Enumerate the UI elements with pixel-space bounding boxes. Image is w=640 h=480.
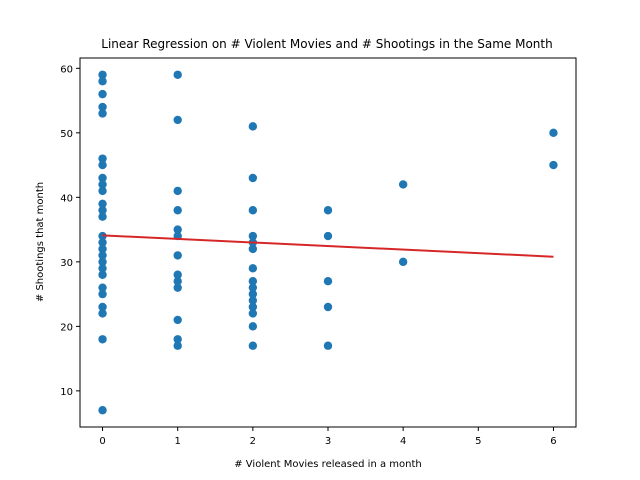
x-axis-label: # Violent Movies released in a month (234, 459, 421, 470)
x-tick-label: 6 (550, 436, 556, 447)
data-point (173, 186, 182, 196)
data-point (98, 102, 107, 112)
data-point (248, 231, 258, 241)
data-point (248, 173, 258, 183)
data-point (98, 160, 107, 170)
y-axis-label: # Shootings that month (35, 182, 46, 302)
data-point (398, 257, 408, 267)
data-point (248, 341, 258, 350)
data-point (98, 89, 107, 99)
regression-line (102, 234, 554, 258)
data-point (323, 302, 333, 312)
data-point (98, 335, 107, 344)
data-point (173, 115, 182, 125)
data-point (98, 270, 107, 279)
x-tick-label: 2 (250, 436, 256, 447)
data-point (98, 180, 107, 189)
data-point (248, 302, 258, 312)
data-point (323, 277, 333, 286)
data-point (173, 206, 182, 215)
data-point (98, 251, 107, 260)
data-point (549, 160, 558, 170)
data-point (173, 277, 182, 286)
y-tick-label: 10 (60, 387, 73, 398)
data-point (248, 296, 258, 305)
data-point (248, 244, 258, 254)
data-point (98, 186, 107, 196)
data-point (173, 225, 182, 234)
data-point (323, 341, 333, 350)
x-axis-ticks: 0 1 2 3 4 5 6 (99, 427, 557, 447)
x-tick-label: 3 (325, 436, 331, 447)
data-point (98, 70, 107, 79)
data-point (98, 212, 107, 221)
data-point (98, 406, 107, 415)
data-point (248, 309, 258, 318)
data-point (98, 154, 107, 163)
data-point (173, 270, 182, 279)
data-point (173, 70, 182, 79)
data-point (248, 289, 258, 299)
data-point (173, 283, 182, 292)
data-point (98, 302, 107, 312)
data-point (323, 206, 333, 215)
data-point (398, 180, 408, 189)
data-point (248, 122, 258, 131)
data-point (98, 206, 107, 215)
data-point (173, 251, 182, 260)
data-point (98, 289, 107, 299)
y-tick-label: 20 (60, 322, 73, 333)
data-point (248, 264, 258, 273)
x-tick-label: 1 (175, 436, 181, 447)
data-point (173, 315, 182, 325)
y-axis-ticks: 10 20 30 40 50 60 (60, 64, 80, 398)
data-point (98, 109, 107, 118)
data-point (98, 238, 107, 247)
chart-title: Linear Regression on # Violent Movies an… (101, 37, 552, 51)
data-point (98, 244, 107, 254)
data-point (248, 283, 258, 292)
y-tick-label: 30 (60, 258, 73, 269)
data-point (549, 128, 558, 138)
data-point (98, 257, 107, 267)
data-point (248, 206, 258, 215)
data-point (323, 231, 333, 241)
x-tick-label: 0 (99, 436, 105, 447)
y-tick-label: 40 (60, 193, 73, 204)
x-tick-label: 4 (400, 436, 406, 447)
data-point (98, 283, 107, 292)
y-tick-label: 60 (60, 64, 73, 75)
data-point (98, 264, 107, 273)
data-point (98, 199, 107, 208)
data-point (173, 341, 182, 350)
data-point (173, 335, 182, 344)
data-point (98, 173, 107, 183)
data-point (248, 322, 258, 331)
plot-area (98, 70, 558, 415)
y-tick-label: 50 (60, 129, 73, 140)
data-point (98, 77, 107, 86)
data-point (98, 309, 107, 318)
data-point (248, 277, 258, 286)
x-tick-label: 5 (475, 436, 481, 447)
